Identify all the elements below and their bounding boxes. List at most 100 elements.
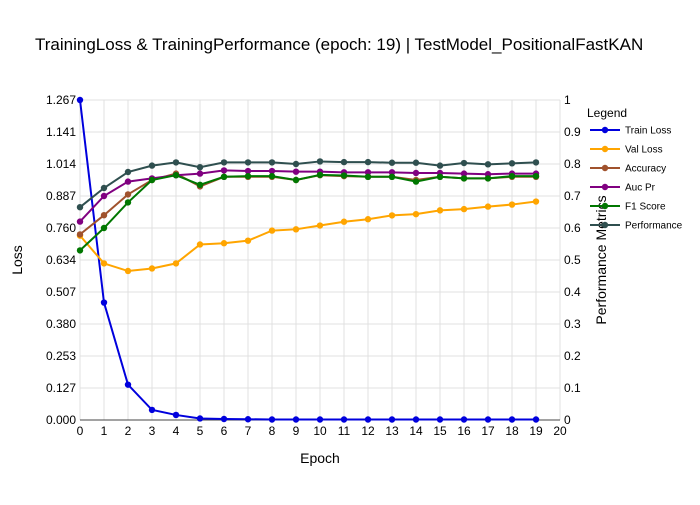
series-layer xyxy=(76,96,540,423)
data-point-f1-score xyxy=(172,172,180,179)
data-point-f1-score xyxy=(292,176,300,184)
y-right-tick-label: 0.5 xyxy=(564,253,581,267)
data-point-val-loss xyxy=(268,227,276,234)
grid xyxy=(79,99,561,421)
y-right-tick-label: 0.6 xyxy=(564,221,581,235)
x-tick-label: 9 xyxy=(293,424,300,438)
data-point-train-loss xyxy=(268,416,276,423)
data-point-train-loss xyxy=(364,416,372,423)
data-point-train-loss xyxy=(484,416,492,423)
data-point-val-loss xyxy=(244,237,252,244)
data-point-f1-score xyxy=(436,173,444,180)
data-point-auc-pr xyxy=(244,167,252,175)
x-tick-label: 14 xyxy=(409,424,423,438)
data-point-auc-pr xyxy=(196,170,204,177)
legend-swatch-marker-val-loss xyxy=(601,145,609,153)
x-axis-title: Epoch xyxy=(300,450,340,466)
x-tick-label: 0 xyxy=(77,424,84,438)
data-point-train-loss xyxy=(340,416,348,423)
data-point-f1-score xyxy=(340,172,348,179)
data-point-f1-score xyxy=(268,172,276,180)
data-point-f1-score xyxy=(460,175,468,182)
legend-swatch-marker-auc-pr xyxy=(601,183,609,191)
data-point-f1-score xyxy=(532,172,540,180)
x-tick-label: 16 xyxy=(457,424,471,438)
data-point-performance xyxy=(340,158,348,166)
legend-label-performance: Performance xyxy=(625,221,683,232)
y-right-tick-label: 0.8 xyxy=(564,157,581,171)
data-point-val-loss xyxy=(436,207,444,214)
data-point-val-loss xyxy=(364,216,372,223)
y-left-tick-label: 1.267 xyxy=(46,93,76,107)
data-point-performance xyxy=(148,162,156,169)
data-point-train-loss xyxy=(148,406,156,414)
legend-label-train-loss: Train Loss xyxy=(625,126,671,137)
data-point-performance xyxy=(508,160,516,167)
x-tick-label: 8 xyxy=(269,424,276,438)
data-point-performance xyxy=(532,159,540,166)
data-point-val-loss xyxy=(412,210,420,218)
data-point-val-loss xyxy=(124,267,132,275)
data-point-performance xyxy=(316,158,324,165)
data-point-performance xyxy=(292,160,300,168)
data-point-auc-pr xyxy=(220,167,228,174)
data-point-f1-score xyxy=(76,247,84,254)
y-right-axis-ticks: 0 0.1 0.2 0.3 0.4 0.5 0.6 0.7 0.8 0.9 1 xyxy=(564,93,581,427)
data-point-auc-pr xyxy=(100,192,108,200)
data-point-val-loss xyxy=(532,198,540,205)
data-point-accuracy xyxy=(124,191,132,198)
legend-swatch-marker-performance xyxy=(601,221,609,229)
data-point-val-loss xyxy=(148,265,156,272)
series-line-val-loss xyxy=(79,200,537,273)
legend-swatch-marker-f1-score xyxy=(601,202,609,210)
data-point-val-loss xyxy=(196,241,204,248)
data-point-performance xyxy=(412,159,420,166)
y-right-tick-label: 1 xyxy=(564,93,571,107)
data-point-auc-pr xyxy=(460,170,468,177)
x-tick-label: 17 xyxy=(481,424,495,438)
x-tick-label: 2 xyxy=(125,424,132,438)
x-tick-label: 6 xyxy=(221,424,228,438)
y-right-tick-label: 0.7 xyxy=(564,189,581,203)
data-point-performance xyxy=(436,162,444,169)
x-tick-label: 13 xyxy=(385,424,399,438)
legend-label-auc-pr: Auc Pr xyxy=(625,183,656,194)
data-point-train-loss xyxy=(220,415,228,423)
data-point-f1-score xyxy=(388,173,396,180)
data-point-performance xyxy=(172,159,180,166)
data-point-f1-score xyxy=(412,178,420,185)
data-point-performance xyxy=(388,159,396,166)
data-point-auc-pr xyxy=(268,167,276,175)
data-point-train-loss xyxy=(196,415,204,422)
chart-title: TrainingLoss & TrainingPerformance (epoc… xyxy=(35,35,643,54)
y-left-tick-label: 1.014 xyxy=(46,157,76,171)
data-point-train-loss xyxy=(292,416,300,423)
data-point-performance xyxy=(196,164,204,171)
data-point-performance xyxy=(76,204,84,211)
data-point-f1-score xyxy=(196,181,204,188)
data-point-val-loss xyxy=(460,205,468,213)
x-tick-label: 7 xyxy=(245,424,252,438)
series-line-auc-pr xyxy=(79,169,536,223)
x-tick-label: 4 xyxy=(173,424,180,438)
data-point-performance xyxy=(364,158,372,166)
legend-label-val-loss: Val Loss xyxy=(625,145,663,156)
x-tick-label: 1 xyxy=(101,424,108,438)
series-line-train-loss xyxy=(79,99,536,421)
legend-swatch-marker-train-loss xyxy=(601,126,609,134)
x-tick-label: 15 xyxy=(433,424,447,438)
data-point-val-loss xyxy=(388,212,396,219)
data-point-f1-score xyxy=(364,173,372,180)
data-point-f1-score xyxy=(484,175,492,182)
y-left-tick-label: 0.127 xyxy=(46,381,76,395)
data-point-train-loss xyxy=(388,416,396,423)
data-point-val-loss xyxy=(508,201,516,208)
y-left-tick-label: 0.507 xyxy=(46,285,76,299)
y-left-tick-label: 0.760 xyxy=(46,221,76,235)
data-point-val-loss xyxy=(172,260,180,267)
data-point-performance xyxy=(220,159,228,166)
series-line-f1-score xyxy=(79,173,536,252)
legend-label-f1-score: F1 Score xyxy=(625,202,666,213)
data-point-performance xyxy=(484,161,492,168)
y-left-tick-label: 0.887 xyxy=(46,189,76,203)
